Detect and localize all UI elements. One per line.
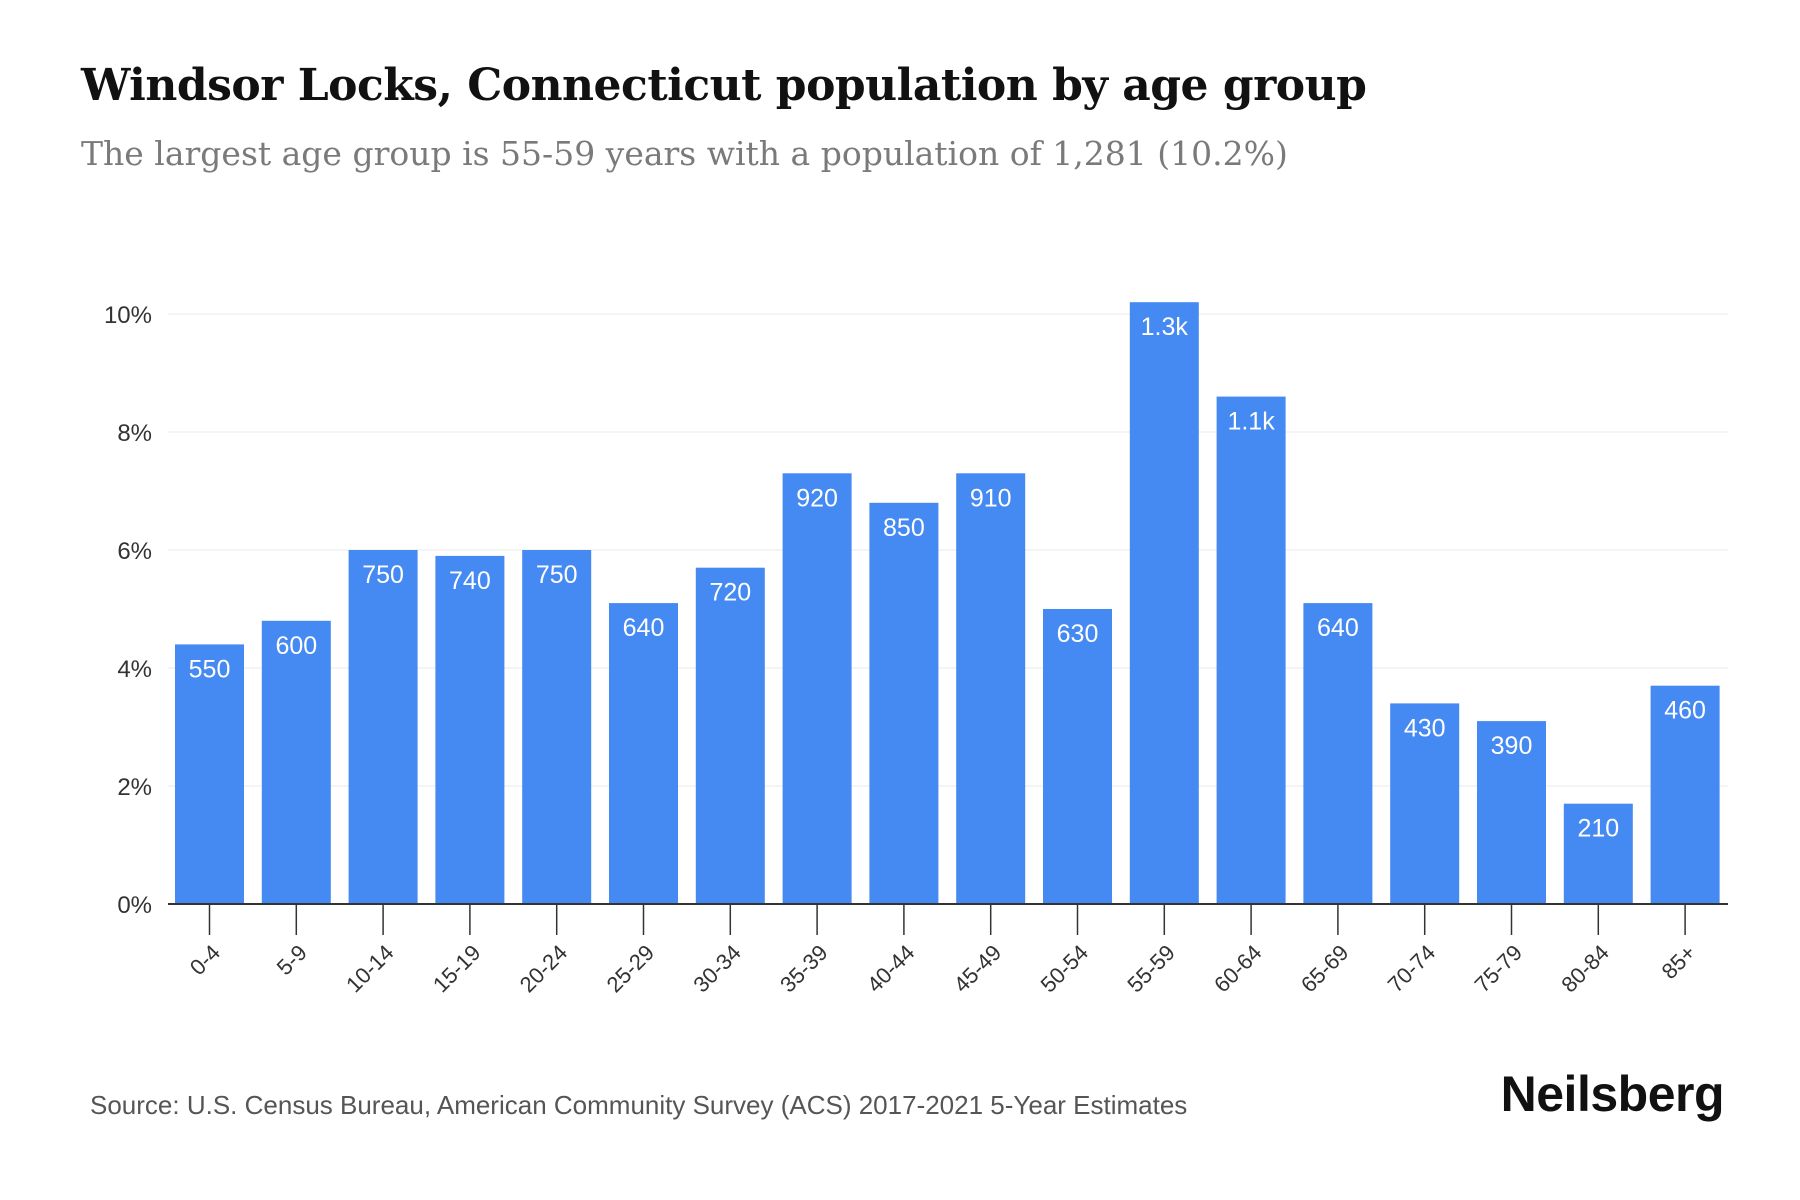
y-tick-label: 0% xyxy=(117,892,152,919)
y-tick-label: 10% xyxy=(104,302,152,329)
x-tick-label: 15-19 xyxy=(428,940,485,997)
y-tick-label: 6% xyxy=(117,538,152,565)
bar xyxy=(695,567,765,904)
x-tick-label: 55-59 xyxy=(1122,940,1179,997)
x-tick-label: 25-29 xyxy=(602,940,659,997)
bar xyxy=(348,550,418,904)
bar xyxy=(1390,703,1460,904)
grid-lines xyxy=(168,313,1728,787)
x-tick-label: 45-49 xyxy=(949,940,1006,997)
chart-subtitle: The largest age group is 55-59 years wit… xyxy=(81,134,1288,173)
bar-value-label: 640 xyxy=(1317,614,1359,642)
y-axis-ticks: 0% 2% 4% 6% 8% 10% xyxy=(104,302,152,919)
bar-value-label: 390 xyxy=(1491,732,1533,760)
bar xyxy=(435,555,505,904)
x-tick-label: 10-14 xyxy=(341,940,398,997)
bar-value-label: 750 xyxy=(536,561,578,589)
bar-value-label: 720 xyxy=(709,579,751,607)
bar xyxy=(522,550,592,904)
x-tick-label: 60-64 xyxy=(1209,940,1266,997)
bar xyxy=(1216,396,1286,904)
bar-value-label: 1.3k xyxy=(1141,313,1189,341)
bar-value-label: 600 xyxy=(275,632,317,660)
bar-value-label: 210 xyxy=(1577,815,1619,843)
bar-value-label: 460 xyxy=(1664,697,1706,725)
x-tick-label: 70-74 xyxy=(1383,940,1440,997)
chart-title: Windsor Locks, Connecticut population by… xyxy=(81,60,1367,111)
bars xyxy=(175,302,1720,904)
bar-value-label: 430 xyxy=(1404,714,1446,742)
bar-value-labels: 550 600 750 740 750 640 720 920 850 910 630 1.3k 1.1… xyxy=(189,313,1706,843)
x-tick-label: 35-39 xyxy=(775,940,832,997)
source-note: Source: U.S. Census Bureau, American Com… xyxy=(90,1090,1188,1120)
bar-value-label: 1.1k xyxy=(1227,408,1275,436)
y-tick-label: 8% xyxy=(117,420,152,447)
bar-value-label: 550 xyxy=(189,655,231,683)
bar xyxy=(1129,302,1199,904)
bar-value-label: 920 xyxy=(796,484,838,512)
x-axis: 0-4 5-9 10-14 15-19 20-24 25-29 30-34 35-39 40-4… xyxy=(168,903,1728,997)
x-tick-label: 5-9 xyxy=(272,940,312,980)
bar xyxy=(1303,603,1373,904)
bar xyxy=(1477,721,1546,904)
bar xyxy=(609,603,678,904)
x-tick-label: 30-34 xyxy=(688,940,745,997)
bar xyxy=(869,502,939,904)
x-tick-label: 80-84 xyxy=(1556,940,1613,997)
y-tick-label: 2% xyxy=(117,774,152,801)
x-tick-label: 75-79 xyxy=(1470,940,1527,997)
x-tick-label: 85+ xyxy=(1657,940,1701,984)
bar xyxy=(1563,803,1633,904)
brand-logo: Neilsberg xyxy=(1500,1066,1725,1122)
bar-value-label: 910 xyxy=(970,484,1012,512)
bar xyxy=(175,644,244,904)
bar-value-label: 640 xyxy=(623,614,665,642)
x-tick-label: 50-54 xyxy=(1036,940,1093,997)
x-tick-label: 40-44 xyxy=(862,940,919,997)
bar-value-label: 750 xyxy=(362,561,404,589)
bar xyxy=(1043,609,1112,904)
bar-value-label: 740 xyxy=(449,567,491,595)
x-tick-label: 20-24 xyxy=(515,940,572,997)
bar xyxy=(956,473,1026,904)
x-tick-label: 0-4 xyxy=(185,940,225,980)
x-tick-label: 65-69 xyxy=(1296,940,1353,997)
bar xyxy=(261,620,331,904)
y-tick-label: 4% xyxy=(117,656,152,683)
bar xyxy=(1650,685,1720,904)
bar-value-label: 630 xyxy=(1057,620,1099,648)
bar-value-label: 850 xyxy=(883,514,925,542)
bar xyxy=(782,473,852,904)
